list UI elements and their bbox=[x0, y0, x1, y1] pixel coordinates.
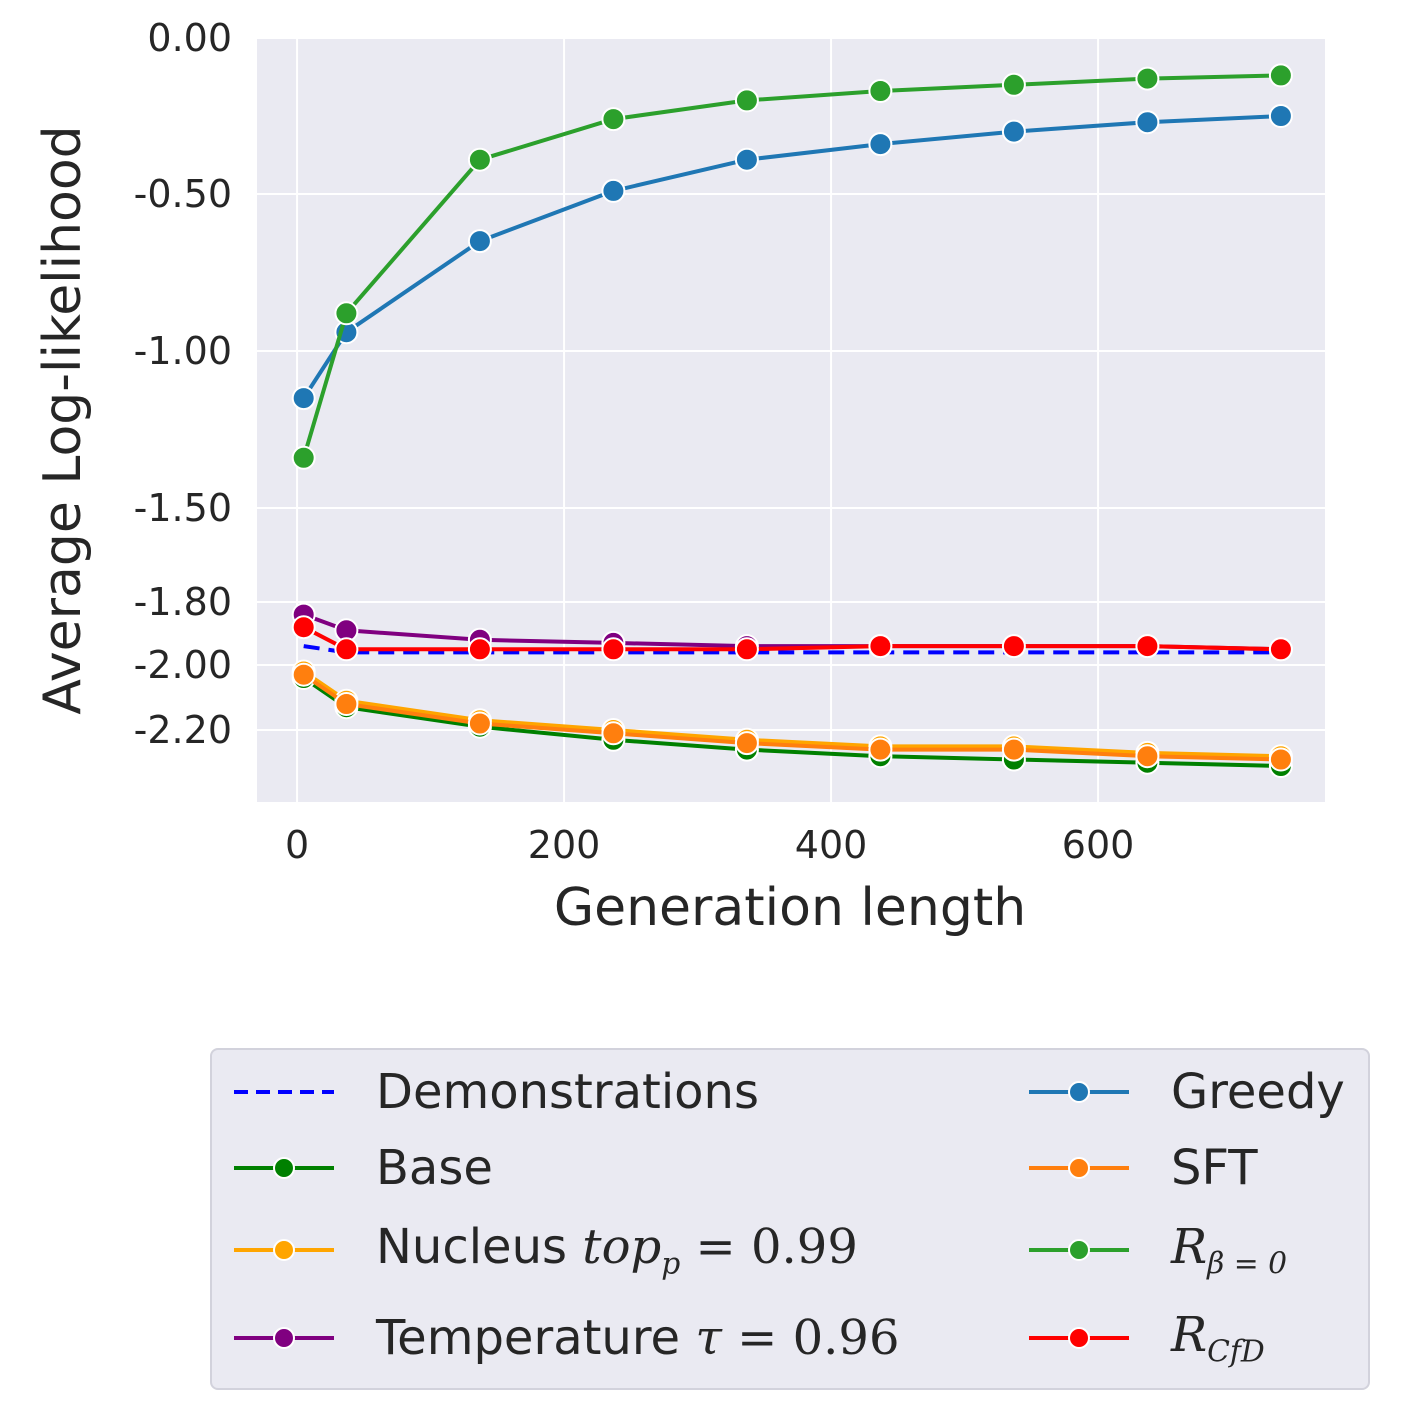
nucleus-subscript: p bbox=[661, 1246, 681, 1282]
legend-item-base: Base bbox=[232, 1138, 493, 1198]
data-point-r-0 bbox=[334, 301, 359, 326]
data-point-greedy bbox=[1001, 119, 1026, 144]
y-tick-label: -0.50 bbox=[134, 172, 232, 216]
data-point-r-cfd bbox=[868, 634, 893, 659]
data-point-r-cfd bbox=[1268, 637, 1293, 662]
r-cfd-symbol: R bbox=[1171, 1306, 1208, 1363]
legend-label-temperature: Temperature τ = 0.96 bbox=[376, 1310, 899, 1366]
gridlines bbox=[257, 37, 1325, 802]
y-tick-label: -1.50 bbox=[134, 486, 232, 530]
data-point-greedy bbox=[1135, 110, 1160, 135]
data-point-sft bbox=[601, 721, 626, 746]
data-point-sft bbox=[334, 692, 359, 716]
series-line-demonstrations bbox=[303, 644, 1281, 655]
data-point-r-cfd bbox=[1135, 634, 1160, 659]
legend-label-nucleus: Nucleus topp = 0.99 bbox=[376, 1219, 858, 1282]
data-point-r-0 bbox=[1135, 66, 1160, 91]
legend-label-greedy: Greedy bbox=[1171, 1064, 1345, 1120]
y-tick-label: -1.80 bbox=[134, 580, 232, 624]
data-point-greedy bbox=[734, 147, 759, 172]
series-r-cfd bbox=[291, 615, 1293, 662]
legend-label-base: Base bbox=[376, 1140, 493, 1196]
data-point-r-cfd bbox=[291, 615, 316, 640]
data-point-r-0 bbox=[291, 445, 316, 470]
data-point-sft bbox=[1135, 744, 1160, 769]
r-cfd-subscript: CfD bbox=[1207, 1334, 1265, 1370]
series-sft bbox=[291, 662, 1293, 772]
r-beta0-symbol: R bbox=[1171, 1218, 1208, 1275]
legend-swatch-nucleus bbox=[234, 1239, 334, 1261]
legend-label-r-beta0: Rβ = 0 bbox=[1171, 1219, 1287, 1282]
tick-labels: 0.00 -0.50 -1.00 -1.50 -1.80 -2.00 -2.20 0 200 40… bbox=[134, 16, 1135, 867]
data-point-r-cfd bbox=[1001, 634, 1026, 659]
data-point-r-0 bbox=[734, 88, 759, 113]
temperature-symbol: τ bbox=[695, 1310, 722, 1366]
data-point-r-cfd bbox=[334, 637, 359, 662]
data-point-greedy bbox=[291, 386, 316, 411]
data-point-sft bbox=[291, 662, 316, 687]
nucleus-prefix: Nucleus bbox=[376, 1218, 583, 1275]
legend-label-demonstrations: Demonstrations bbox=[376, 1064, 759, 1120]
y-tick-label: 0.00 bbox=[147, 16, 232, 60]
data-point-sft bbox=[1268, 747, 1293, 772]
temperature-value: = 0.96 bbox=[721, 1310, 900, 1366]
legend-item-demonstrations: Demonstrations bbox=[232, 1062, 759, 1122]
legend-swatch-temperature bbox=[234, 1327, 334, 1349]
legend-item-temperature: Temperature τ = 0.96 bbox=[232, 1308, 899, 1368]
data-point-sft bbox=[734, 731, 759, 756]
x-tick-label: 400 bbox=[795, 823, 868, 867]
data-point-greedy bbox=[1268, 104, 1293, 128]
data-point-sft bbox=[1001, 737, 1026, 762]
series-demonstrations bbox=[303, 644, 1281, 655]
data-point-r-cfd bbox=[467, 637, 492, 662]
x-tick-label: 0 bbox=[285, 823, 309, 867]
r-beta0-subscript: β = 0 bbox=[1207, 1246, 1288, 1282]
legend-swatch-sft bbox=[1029, 1157, 1129, 1179]
y-tick-label: -2.20 bbox=[134, 708, 232, 752]
data-point-greedy bbox=[601, 178, 626, 203]
data-point-r-0 bbox=[868, 79, 893, 103]
plot-area bbox=[257, 38, 1325, 802]
data-point-sft bbox=[467, 711, 492, 736]
legend-swatch-r-cfd bbox=[1029, 1327, 1129, 1349]
legend-label-sft: SFT bbox=[1171, 1140, 1258, 1196]
legend-swatch-demonstrations bbox=[234, 1090, 334, 1094]
data-point-greedy bbox=[868, 132, 893, 157]
legend-label-r-cfd: RCfD bbox=[1171, 1307, 1265, 1370]
temperature-prefix: Temperature bbox=[376, 1310, 696, 1366]
legend-item-r-beta0: Rβ = 0 bbox=[1027, 1219, 1287, 1282]
legend-swatch-base bbox=[234, 1157, 334, 1179]
x-tick-label: 600 bbox=[1062, 823, 1135, 867]
nucleus-symbol: top bbox=[582, 1218, 662, 1275]
series-greedy bbox=[291, 104, 1293, 411]
data-point-r-cfd bbox=[601, 637, 626, 662]
y-axis-title: Average Log-likelihood bbox=[33, 125, 93, 714]
data-point-r-0 bbox=[601, 107, 626, 132]
legend-item-sft: SFT bbox=[1027, 1138, 1258, 1198]
legend: Demonstrations Base Nucleus topp = 0.99 … bbox=[210, 1048, 1370, 1390]
data-point-r-0 bbox=[1001, 72, 1026, 97]
data-point-r-cfd bbox=[734, 637, 759, 662]
legend-item-r-cfd: RCfD bbox=[1027, 1307, 1265, 1370]
y-tick-label: -2.00 bbox=[134, 643, 232, 687]
y-tick-label: -1.00 bbox=[134, 329, 232, 373]
data-point-r-0 bbox=[1268, 63, 1293, 88]
data-point-sft bbox=[868, 737, 893, 762]
legend-swatch-greedy bbox=[1029, 1081, 1129, 1103]
x-tick-label: 200 bbox=[528, 823, 601, 867]
data-point-greedy bbox=[467, 229, 492, 254]
series-layer bbox=[291, 63, 1293, 778]
line-chart: 0.00 -0.50 -1.00 -1.50 -1.80 -2.00 -2.20 0 200 40… bbox=[33, 16, 1325, 938]
series-r-0 bbox=[291, 63, 1293, 470]
legend-swatch-r-beta0 bbox=[1029, 1239, 1129, 1261]
nucleus-value: = 0.99 bbox=[680, 1218, 858, 1275]
legend-item-nucleus: Nucleus topp = 0.99 bbox=[232, 1219, 858, 1282]
x-axis-title: Generation length bbox=[554, 878, 1026, 938]
legend-item-greedy: Greedy bbox=[1027, 1062, 1345, 1122]
data-point-r-0 bbox=[467, 147, 492, 172]
